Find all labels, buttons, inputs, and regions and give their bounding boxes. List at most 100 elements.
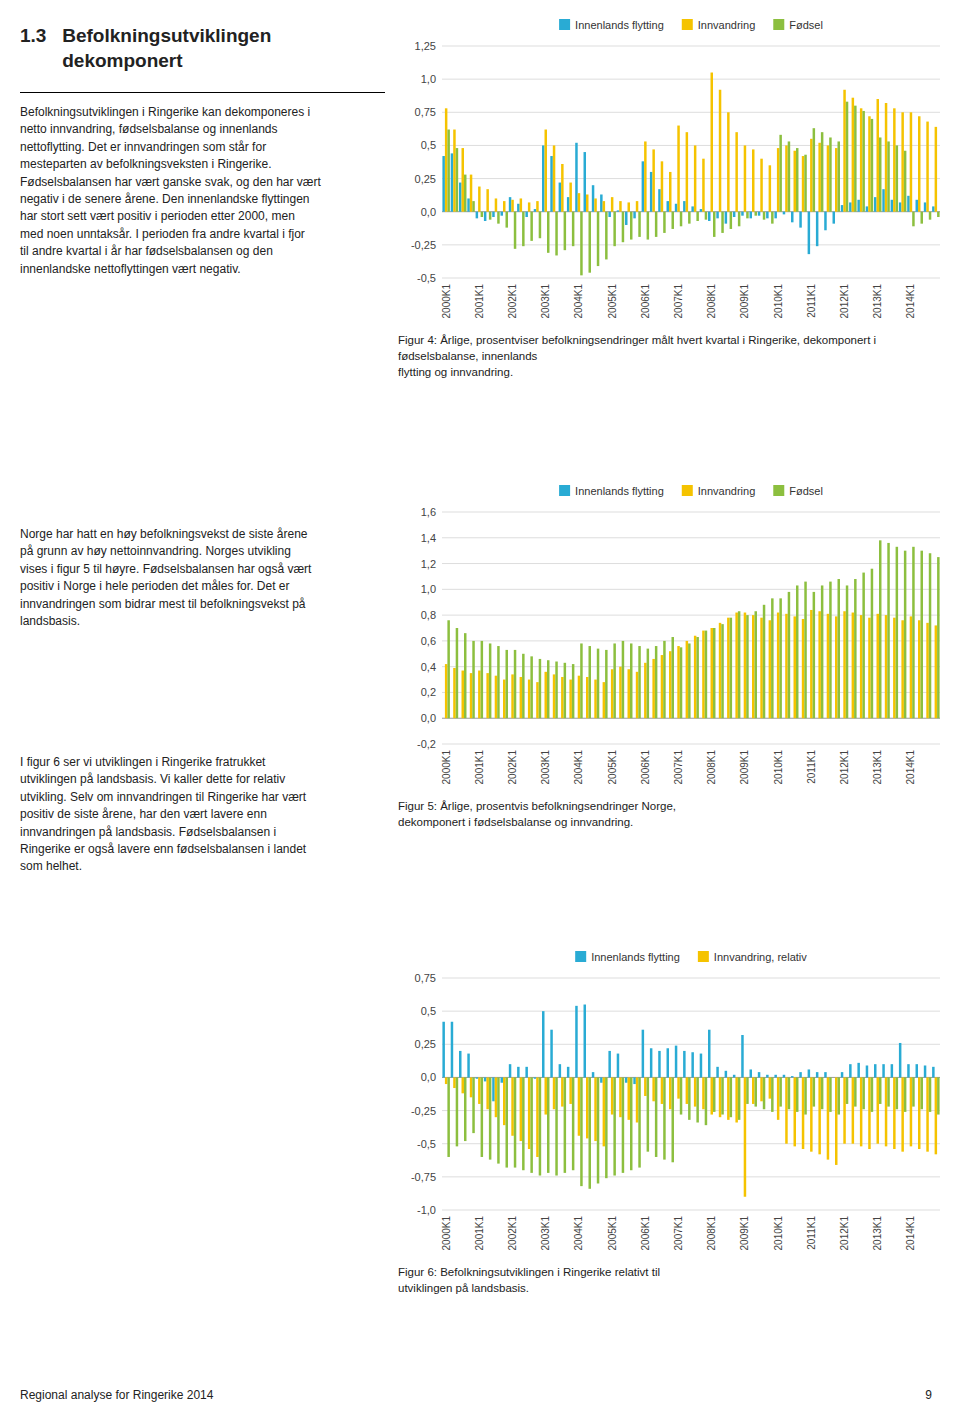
- x-tick-label: 2009K1: [739, 750, 750, 785]
- bar: [683, 1051, 685, 1078]
- bar: [489, 643, 491, 718]
- bar: [652, 149, 654, 211]
- bar: [827, 614, 829, 718]
- bar: [511, 1077, 513, 1135]
- bar: [760, 1077, 762, 1101]
- bar: [891, 200, 893, 212]
- bar: [893, 618, 895, 719]
- bar: [495, 676, 497, 719]
- x-tick-label: 2004K1: [573, 750, 584, 785]
- bar: [484, 1077, 486, 1081]
- legend-label: Innvandring: [698, 485, 756, 497]
- bar: [766, 1075, 768, 1078]
- bar: [877, 1077, 879, 1143]
- x-tick-label: 2007K1: [673, 750, 684, 785]
- bar: [522, 654, 524, 718]
- y-tick-label: 0,25: [415, 1038, 436, 1050]
- bar: [501, 718, 503, 719]
- bar: [575, 1006, 577, 1078]
- bar: [575, 143, 577, 212]
- grid-line: [442, 666, 940, 667]
- x-tick-label: 2004K1: [573, 284, 584, 319]
- bar: [530, 212, 532, 241]
- bar: [683, 718, 685, 719]
- bar: [503, 680, 505, 719]
- bar: [580, 1077, 582, 1186]
- bar: [650, 718, 652, 719]
- bar: [901, 1077, 903, 1151]
- bar: [528, 680, 530, 719]
- bar: [459, 183, 461, 212]
- grid-line: [442, 79, 940, 80]
- bar: [788, 592, 790, 718]
- grid-line: [442, 244, 940, 245]
- bar: [619, 1077, 621, 1117]
- bar: [470, 175, 472, 212]
- bar: [791, 718, 793, 719]
- figure-caption: Figur 5: Årlige, prosentvis befolkningse…: [398, 798, 948, 830]
- grid: [442, 512, 940, 744]
- bar: [730, 1077, 732, 1117]
- bar: [459, 718, 461, 719]
- legend-item: Fødsel: [773, 485, 823, 497]
- bar: [918, 116, 920, 211]
- bar: [937, 1077, 939, 1114]
- bar: [926, 623, 928, 718]
- bar: [758, 212, 760, 216]
- bar: [758, 1072, 760, 1077]
- bar: [862, 573, 864, 719]
- bar: [885, 615, 887, 718]
- bar: [907, 196, 909, 212]
- bar: [777, 613, 779, 719]
- bar: [794, 616, 796, 718]
- bar: [771, 1077, 773, 1111]
- bar: [779, 1077, 781, 1106]
- bar: [447, 620, 449, 718]
- bar: [854, 106, 856, 212]
- bar: [860, 108, 862, 211]
- bar: [686, 641, 688, 718]
- x-tick-label: 2008K1: [706, 1216, 717, 1251]
- bar: [702, 159, 704, 212]
- bar: [857, 718, 859, 719]
- bar: [567, 197, 569, 212]
- bar: [912, 212, 914, 227]
- bar: [663, 212, 665, 233]
- grid-line: [442, 278, 940, 279]
- page-title-line: dekomponert: [20, 49, 271, 74]
- legend-swatch: [682, 485, 693, 496]
- bar: [534, 209, 536, 212]
- bar: [611, 197, 613, 212]
- grid-line: [442, 1044, 940, 1045]
- grid-line: [442, 178, 940, 179]
- bar: [771, 598, 773, 718]
- y-tick-label: 0,4: [421, 661, 436, 673]
- bar: [489, 1077, 491, 1159]
- legend-swatch: [682, 19, 693, 30]
- bar: [442, 156, 444, 212]
- bar: [804, 582, 806, 719]
- bar: [597, 212, 599, 266]
- grid-line: [442, 978, 940, 979]
- bar: [904, 1077, 906, 1111]
- bar: [594, 680, 596, 719]
- bar: [779, 598, 781, 718]
- chart-panel: -0,5-0,250,00,250,50,751,01,252000K12001…: [398, 12, 948, 380]
- bar: [667, 718, 669, 719]
- bar: [476, 212, 478, 219]
- bar: [719, 1077, 721, 1117]
- bar: [866, 1065, 868, 1077]
- bar: [711, 1077, 713, 1114]
- y-tick-label: 0,6: [421, 635, 436, 647]
- bar: [829, 1077, 831, 1111]
- bar: [688, 643, 690, 718]
- bar: [622, 1077, 624, 1172]
- x-tick-label: 2003K1: [540, 1216, 551, 1251]
- chart-svg: -0,5-0,250,00,250,50,751,01,252000K12001…: [398, 12, 948, 332]
- bar: [638, 1077, 640, 1167]
- bar: [774, 1075, 776, 1078]
- bar: [553, 1077, 555, 1109]
- bar: [650, 1048, 652, 1077]
- bar: [462, 148, 464, 212]
- bar: [874, 1064, 876, 1077]
